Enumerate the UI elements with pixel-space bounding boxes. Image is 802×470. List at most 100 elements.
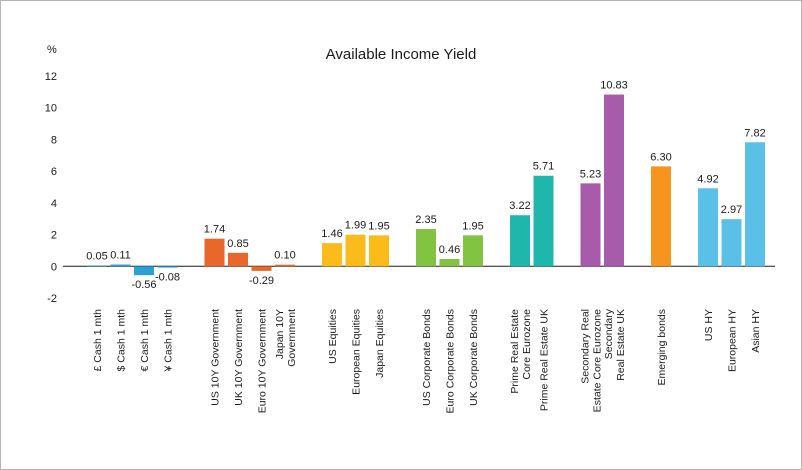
bar [721,219,742,267]
category-label-line: Prime Real Estate [509,309,521,394]
data-label: 2.97 [721,204,742,216]
category-label: Secondary RealEstate Core Eurozone [580,309,604,412]
data-label: 0.85 [227,238,248,250]
data-label: 10.83 [600,80,628,92]
category-label-line: European Equities [351,309,363,395]
data-label: 1.74 [204,224,225,236]
category-label: European Equities [351,309,363,395]
bar [110,264,131,267]
bar [510,215,530,267]
bar [439,258,460,267]
y-tick-label: 0 [51,261,57,273]
category-label: US Corporate Bonds [421,309,433,406]
category-label-line: Japan Equities [374,309,386,378]
data-label: 0.46 [439,244,460,256]
data-label: 0.11 [110,250,131,262]
y-tick-label: -2 [47,293,57,305]
y-tick-label: 12 [45,71,57,83]
bar [369,235,389,267]
data-label: 4.92 [697,173,718,185]
category-label: US HY [703,309,715,341]
data-label: 1.99 [345,220,366,232]
data-label: 0.05 [86,250,107,262]
data-labels: 0.05 0.11-0.56-0.081.740.85-0.290.101.461… [86,80,765,292]
bar [157,266,178,268]
category-label: ¥ Cash 1 mth [163,309,175,373]
y-axis-unit: % [47,44,57,56]
bar [228,252,248,267]
data-label: 1.95 [368,220,389,232]
category-label: £ Cash 1 mth [92,309,104,372]
category-label-line: European HY [727,309,739,372]
category-label-line: Asian HY [750,309,762,353]
bar [87,265,107,267]
category-label-line: ¥ Cash 1 mth [163,309,175,373]
category-label-line: US 10Y Government [210,309,222,406]
category-label: US Equities [327,309,339,364]
bar [275,264,295,267]
category-label-line: Japan 10Y [274,309,286,359]
category-label: Japan Equities [374,309,386,378]
category-labels: £ Cash 1 mth $ Cash 1 mth € Cash 1 mth ¥ Ca… [92,308,762,413]
category-label: Emerging bonds [656,309,668,385]
category-label: Euro Corporate Bonds [445,309,457,413]
data-label: 6.30 [650,151,671,163]
category-label-line: Secondary [603,308,615,359]
bar [322,243,342,267]
bar [204,238,225,267]
category-label: Japan 10YGovernment [274,309,298,367]
category-label-line: Core Eurozone [521,309,533,380]
data-label: 5.23 [580,168,601,180]
data-label: -0.08 [155,272,180,284]
data-label: -0.56 [131,279,156,291]
data-label: 7.82 [744,127,765,139]
category-label: Prime Real Estate UK [539,309,551,411]
bar [580,183,601,267]
category-label-line: $ Cash 1 mth [116,309,128,372]
category-label-line: Euro 10Y Government [257,309,269,413]
category-label-line: US HY [703,309,715,341]
category-label: € Cash 1 mth [139,309,151,372]
category-label: Asian HY [750,309,762,353]
data-label: 1.46 [321,228,342,240]
bars [87,94,765,276]
category-label-line: € Cash 1 mth [139,309,151,372]
category-label-line: Euro Corporate Bonds [445,309,457,413]
category-label-line: US Equities [327,309,339,364]
bar [251,266,272,271]
data-label: 5.71 [533,161,554,173]
category-label-line: Secondary Real [580,309,592,384]
bar [345,234,366,267]
category-label-line: Real Estate UK [615,309,627,381]
y-tick-label: 4 [51,198,57,210]
y-tick-label: 8 [51,134,57,146]
data-label: 3.22 [509,200,530,212]
category-label-line: UK Corporate Bonds [468,309,480,406]
bar [416,229,436,267]
category-label: UK 10Y Government [233,309,245,406]
data-label: 2.35 [415,214,436,226]
category-label-line: Government [286,309,298,367]
category-label: Euro 10Y Government [257,309,269,413]
bar [745,142,765,267]
category-label-line: Prime Real Estate UK [539,309,551,411]
category-label-line: £ Cash 1 mth [92,309,104,372]
category-label: UK Corporate Bonds [468,309,480,406]
data-label: 0.10 [274,250,295,262]
category-label-line: UK 10Y Government [233,309,245,406]
category-label: Prime Real EstateCore Eurozone [509,309,533,394]
chart-title: Available Income Yield [326,46,477,63]
bar [651,166,671,267]
bar [533,175,554,267]
y-tick-label: 10 [45,103,57,115]
y-tick-label: 6 [51,166,57,178]
category-label-line: Estate Core Eurozone [592,309,604,412]
data-label: -0.29 [249,275,274,287]
category-label: US 10Y Government [210,309,222,406]
category-label: European HY [727,309,739,372]
bar [134,266,154,276]
data-label: 1.95 [462,220,483,232]
category-label: $ Cash 1 mth [116,309,128,372]
